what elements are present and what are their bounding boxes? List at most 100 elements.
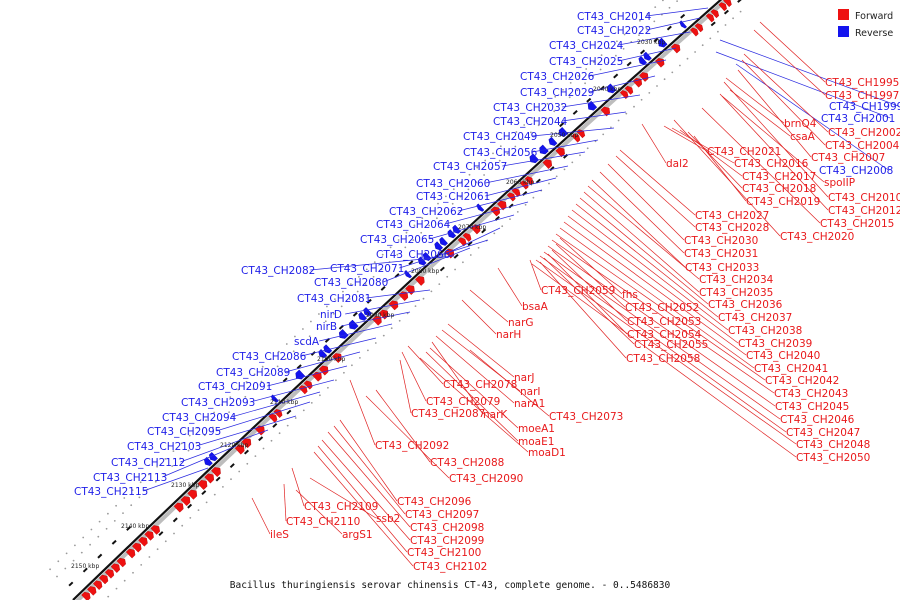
forward-gene-label[interactable]: CT43_CH2040 — [746, 350, 820, 362]
forward-gene-label[interactable]: CT43_CH2037 — [718, 312, 792, 324]
forward-gene-label[interactable]: dal2 — [666, 158, 689, 170]
reverse-gene-label[interactable]: CT43_CH2113 — [93, 472, 167, 484]
reverse-gene-label[interactable]: CT43_CH2056 — [463, 147, 538, 159]
forward-gene-label[interactable]: CT43_CH2030 — [684, 235, 758, 247]
reverse-gene-label[interactable]: CT43_CH2091 — [198, 381, 272, 393]
reverse-gene-label[interactable]: CT43_CH2071 — [330, 263, 404, 275]
reverse-gene-label[interactable]: CT43_CH2103 — [127, 441, 201, 453]
forward-gene-label[interactable]: spoIIP — [824, 177, 855, 189]
forward-gene-label[interactable]: CT43_CH2042 — [765, 375, 839, 387]
forward-gene-label[interactable]: CT43_CH2098 — [410, 522, 484, 534]
reverse-gene-label[interactable]: CT43_CH2024 — [549, 40, 624, 52]
forward-gene-label[interactable]: moeA1 — [518, 423, 555, 435]
forward-gene-label[interactable]: CT43_CH2045 — [775, 401, 849, 413]
forward-gene-label[interactable]: CT43_CH2031 — [684, 248, 758, 260]
forward-gene-label[interactable]: CT43_CH2015 — [820, 218, 894, 230]
reverse-gene-label[interactable]: CT43_CH2001 — [821, 113, 895, 125]
reverse-gene-label[interactable]: CT43_CH2049 — [463, 131, 537, 143]
reverse-gene-label[interactable]: CT43_CH2089 — [216, 367, 290, 379]
reverse-gene-label[interactable]: CT43_CH2086 — [232, 351, 307, 363]
forward-gene-label[interactable]: CT43_CH2019 — [746, 196, 820, 208]
forward-gene-label[interactable]: CT43_CH2078 — [443, 379, 517, 391]
forward-gene-label[interactable]: CT43_CH2110 — [286, 516, 360, 528]
reverse-gene-label[interactable]: CT43_CH2029 — [520, 87, 594, 99]
reverse-gene-label[interactable]: CT43_CH2014 — [577, 11, 652, 23]
forward-gene-label[interactable]: CT43_CH2041 — [754, 363, 828, 375]
forward-gene-label[interactable]: CT43_CH2018 — [742, 183, 816, 195]
forward-gene-label[interactable]: CT43_CH2021 — [707, 146, 781, 158]
forward-gene-label[interactable]: CT43_CH2054 — [627, 329, 702, 341]
forward-gene-label[interactable]: CT43_CH2088 — [430, 457, 504, 469]
reverse-gene-label[interactable]: CT43_CH2093 — [181, 397, 255, 409]
forward-gene-label[interactable]: CT43_CH2079 — [426, 396, 500, 408]
reverse-gene-label[interactable]: CT43_CH2032 — [493, 102, 567, 114]
reverse-gene-label[interactable]: CT43_CH2062 — [389, 206, 463, 218]
forward-gene-label[interactable]: narA1 — [514, 398, 545, 410]
reverse-gene-label[interactable]: CT43_CH2112 — [111, 457, 185, 469]
forward-gene-label[interactable]: CT43_CH2004 — [825, 140, 900, 152]
forward-gene-label[interactable]: brnQ4 — [784, 118, 817, 130]
forward-gene-label[interactable]: CT43_CH2050 — [796, 452, 870, 464]
forward-gene-label[interactable]: moaD1 — [528, 447, 566, 459]
forward-gene-label[interactable]: CT43_CH2035 — [699, 287, 773, 299]
forward-gene-label[interactable]: CT43_CH2053 — [627, 316, 701, 328]
forward-gene-label[interactable]: narH — [496, 329, 521, 341]
reverse-gene-label[interactable]: CT43_CH2057 — [433, 161, 507, 173]
forward-gene-label[interactable]: CT43_CH2097 — [405, 509, 479, 521]
forward-gene-label[interactable]: CT43_CH2028 — [695, 222, 769, 234]
forward-gene-label[interactable]: argS1 — [342, 529, 373, 541]
reverse-gene-label[interactable]: CT43_CH1999 — [829, 101, 900, 113]
reverse-gene-label[interactable]: CT43_CH2095 — [147, 426, 221, 438]
forward-gene-label[interactable]: CT43_CH2036 — [708, 299, 783, 311]
forward-gene-label[interactable]: CT43_CH2039 — [738, 338, 812, 350]
forward-gene-label[interactable]: CT43_CH2048 — [796, 439, 870, 451]
forward-gene-label[interactable]: bsaA — [522, 301, 549, 313]
reverse-gene-label[interactable]: CT43_CH2025 — [549, 56, 623, 68]
forward-gene-label[interactable]: CT43_CH2012 — [828, 205, 900, 217]
forward-gene-label[interactable]: CT43_CH2100 — [407, 547, 481, 559]
forward-gene-label[interactable]: moaE1 — [518, 436, 554, 448]
forward-gene-label[interactable]: narJ — [514, 372, 535, 384]
forward-gene-label[interactable]: CT43_CH2102 — [413, 561, 487, 573]
forward-gene-label[interactable]: CT43_CH2043 — [774, 388, 848, 400]
reverse-gene-label[interactable]: CT43_CH2026 — [520, 71, 595, 83]
forward-gene-label[interactable]: CT43_CH2059 — [541, 285, 615, 297]
forward-gene-label[interactable]: CT43_CH2046 — [780, 414, 855, 426]
forward-gene-label[interactable]: CT43_CH2027 — [695, 210, 769, 222]
forward-gene-label[interactable]: CT43_CH2007 — [811, 152, 885, 164]
forward-gene-label[interactable]: CT43_CH2033 — [685, 262, 759, 274]
forward-gene-label[interactable]: CT43_CH2017 — [742, 171, 816, 183]
forward-gene-label[interactable]: CT43_CH2099 — [410, 535, 484, 547]
forward-gene-label[interactable]: CT43_CH2034 — [699, 274, 774, 286]
forward-gene-label[interactable]: CT43_CH2052 — [625, 302, 699, 314]
reverse-gene-label[interactable]: CT43_CH2094 — [162, 412, 237, 424]
forward-gene-label[interactable]: narI — [520, 386, 541, 398]
forward-gene-label[interactable]: CT43_CH2016 — [734, 158, 809, 170]
forward-gene-label[interactable]: CT43_CH2002 — [828, 127, 900, 139]
forward-gene-label[interactable]: CT43_CH1995 — [825, 77, 899, 89]
forward-gene-label[interactable]: CT43_CH2047 — [786, 427, 860, 439]
forward-gene-label[interactable]: CT43_CH2055 — [634, 339, 708, 351]
forward-gene-label[interactable]: CT43_CH2090 — [449, 473, 523, 485]
reverse-gene-label[interactable]: nirB — [316, 321, 337, 333]
forward-gene-label[interactable]: narK — [483, 409, 508, 421]
reverse-gene-label[interactable]: CT43_CH2080 — [314, 277, 388, 289]
reverse-gene-label[interactable]: CT43_CH2064 — [376, 219, 451, 231]
reverse-gene-label[interactable]: CT43_CH2060 — [416, 178, 490, 190]
reverse-gene-label[interactable]: CT43_CH2082 — [241, 265, 315, 277]
forward-gene-label[interactable]: ssb2 — [376, 513, 400, 525]
forward-gene-label[interactable]: CT43_CH2109 — [304, 501, 378, 513]
forward-gene-label[interactable]: CT43_CH2073 — [549, 411, 623, 423]
forward-gene-label[interactable]: CT43_CH1997 — [825, 90, 899, 102]
forward-gene-label[interactable]: narG — [508, 317, 534, 329]
forward-gene-label[interactable]: ileS — [270, 529, 289, 541]
forward-gene-label[interactable]: CT43_CH2010 — [828, 192, 900, 204]
reverse-gene-label[interactable]: CT43_CH2115 — [74, 486, 148, 498]
forward-gene-label[interactable]: CT43_CH2092 — [375, 440, 449, 452]
reverse-gene-label[interactable]: CT43_CH2022 — [577, 25, 651, 37]
reverse-gene-label[interactable]: CT43_CH2008 — [819, 165, 893, 177]
forward-gene-label[interactable]: CT43_CH2020 — [780, 231, 854, 243]
forward-gene-label[interactable]: CT43_CH2038 — [728, 325, 802, 337]
forward-gene-label[interactable]: CT43_CH2058 — [626, 353, 700, 365]
forward-gene-label[interactable]: fhs — [622, 289, 638, 301]
